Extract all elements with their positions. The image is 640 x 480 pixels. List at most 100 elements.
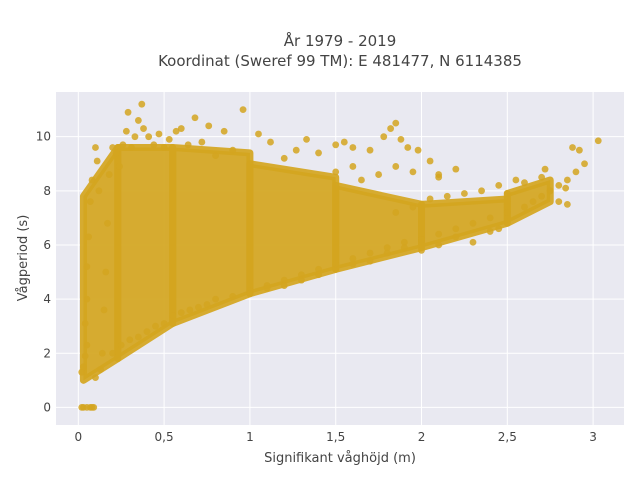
data-point xyxy=(122,127,130,135)
data-point xyxy=(469,238,477,246)
data-point xyxy=(78,368,86,376)
data-point xyxy=(131,133,139,141)
data-point xyxy=(332,265,340,273)
data-point xyxy=(134,333,142,341)
data-point xyxy=(177,309,185,317)
data-point xyxy=(191,114,199,122)
tick-labels: 0 0,5 1 1,5 2 2,5 3 0 2 4 6 8 10 xyxy=(36,130,597,444)
data-point xyxy=(503,209,511,216)
data-point xyxy=(315,149,322,157)
data-point xyxy=(349,144,357,151)
data-point xyxy=(86,198,94,206)
point-density-band xyxy=(169,144,254,327)
data-point xyxy=(117,341,125,349)
data-point xyxy=(594,137,602,145)
data-point xyxy=(503,190,511,197)
x-tick-label: 3 xyxy=(589,430,597,444)
point-density-band xyxy=(114,144,177,363)
data-point xyxy=(100,306,108,314)
data-point xyxy=(112,149,120,157)
data-point xyxy=(486,228,494,235)
data-point xyxy=(340,138,348,146)
data-point xyxy=(212,152,219,160)
data-point xyxy=(443,192,451,200)
data-point xyxy=(358,176,365,184)
data-point xyxy=(98,349,106,357)
data-point xyxy=(418,236,425,243)
data-point xyxy=(140,125,147,132)
x-axis-title: Signifikant våghöjd (m) xyxy=(264,451,416,466)
data-point xyxy=(246,290,254,298)
data-point xyxy=(160,320,168,327)
data-point xyxy=(426,195,434,203)
data-point xyxy=(93,157,101,165)
data-point xyxy=(134,117,142,124)
data-point xyxy=(392,119,400,127)
data-point xyxy=(452,165,460,173)
y-tick-label: 6 xyxy=(43,238,51,252)
data-point xyxy=(102,268,110,276)
data-point xyxy=(124,108,132,116)
y-axis-title: Vågperiod (s) xyxy=(16,215,31,302)
data-point xyxy=(349,260,357,268)
data-point xyxy=(83,341,91,349)
data-point xyxy=(332,141,340,149)
data-point xyxy=(569,144,576,151)
x-tick-label: 2,5 xyxy=(498,430,517,444)
data-point xyxy=(562,184,570,192)
data-point xyxy=(538,173,546,181)
data-point xyxy=(90,404,98,411)
y-tick-label: 8 xyxy=(43,184,51,198)
data-point xyxy=(143,328,151,335)
data-point xyxy=(92,374,99,382)
data-point xyxy=(220,127,228,135)
data-point xyxy=(387,125,395,132)
data-point xyxy=(303,135,310,143)
data-point xyxy=(297,271,305,279)
data-point xyxy=(486,214,494,222)
data-point xyxy=(541,165,549,173)
data-point xyxy=(155,130,163,138)
data-point xyxy=(88,176,96,184)
data-point xyxy=(452,225,460,233)
data-point xyxy=(435,173,443,181)
data-point xyxy=(392,209,400,216)
data-point xyxy=(109,144,117,151)
point-cloud xyxy=(79,144,554,384)
data-point xyxy=(267,138,274,146)
data-point xyxy=(469,219,477,227)
data-point xyxy=(572,168,580,176)
data-point xyxy=(184,141,192,149)
data-point xyxy=(349,255,357,262)
x-tick-label: 0 xyxy=(74,430,82,444)
data-point xyxy=(165,135,173,143)
data-point xyxy=(461,190,468,197)
data-point xyxy=(169,311,177,319)
data-point xyxy=(392,163,400,170)
data-point xyxy=(414,146,422,154)
data-point xyxy=(212,295,219,303)
data-point xyxy=(172,127,180,135)
y-tick-label: 0 xyxy=(43,400,51,414)
data-point xyxy=(452,233,460,241)
data-point xyxy=(138,100,146,108)
x-tick-label: 0,5 xyxy=(155,430,174,444)
y-tick-label: 2 xyxy=(43,346,51,360)
data-point xyxy=(538,192,546,200)
data-point xyxy=(555,198,563,206)
data-point xyxy=(435,230,443,238)
data-point xyxy=(383,249,391,257)
data-point xyxy=(105,171,113,178)
data-point xyxy=(160,144,168,151)
data-point xyxy=(81,320,89,327)
data-point xyxy=(177,125,185,132)
data-point xyxy=(426,157,434,165)
point-density-band xyxy=(503,176,554,227)
data-point xyxy=(400,238,408,246)
data-point xyxy=(521,179,528,187)
data-point xyxy=(332,168,340,176)
data-point xyxy=(80,363,87,371)
data-point xyxy=(546,187,554,195)
point-density-band xyxy=(246,160,340,298)
data-point xyxy=(409,203,417,211)
